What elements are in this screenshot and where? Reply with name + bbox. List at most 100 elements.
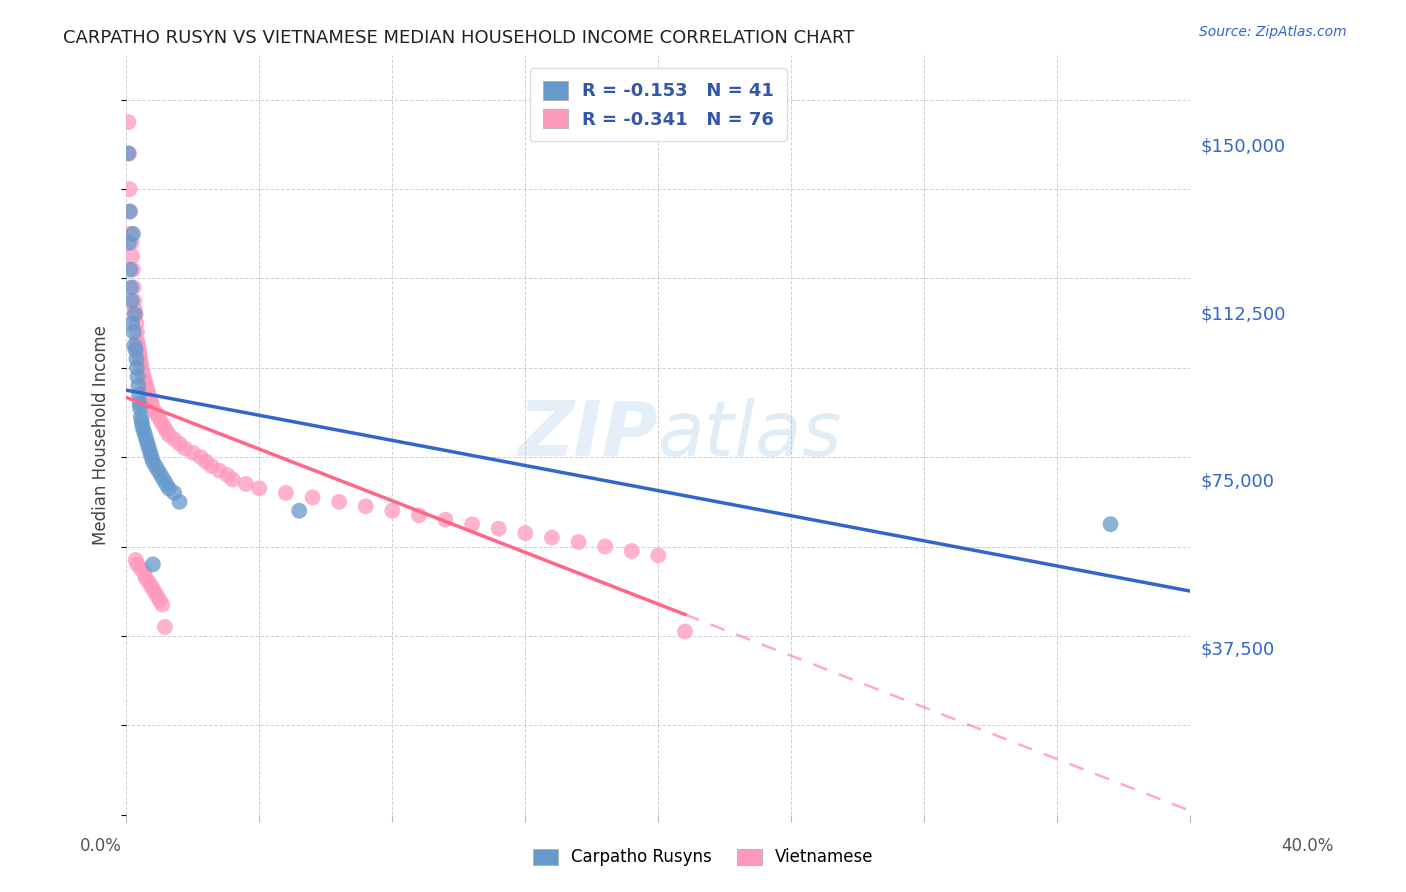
Point <box>354 500 377 514</box>
Point <box>141 450 163 465</box>
Point <box>128 387 150 401</box>
Point <box>129 562 152 576</box>
Point <box>135 433 157 447</box>
Point <box>124 338 146 352</box>
Point <box>288 504 311 518</box>
Point <box>124 293 146 308</box>
Point <box>122 325 145 339</box>
Point <box>127 378 149 392</box>
Point <box>208 464 231 478</box>
Legend: Carpatho Rusyns, Vietnamese: Carpatho Rusyns, Vietnamese <box>526 842 880 873</box>
Point <box>647 549 669 563</box>
Point <box>124 307 146 321</box>
Point <box>200 459 222 474</box>
Point <box>152 418 174 433</box>
Point <box>146 589 169 603</box>
Point <box>153 620 176 634</box>
Text: 0.0%: 0.0% <box>80 837 122 855</box>
Point <box>217 468 239 483</box>
Point <box>169 495 191 509</box>
Point <box>247 482 270 496</box>
Point <box>515 526 537 541</box>
Point <box>127 558 149 572</box>
Point <box>122 262 145 277</box>
Point <box>141 580 163 594</box>
Point <box>150 598 173 612</box>
Point <box>125 351 148 366</box>
Point <box>328 495 350 509</box>
Point <box>122 227 145 241</box>
Text: atlas: atlas <box>658 398 842 472</box>
Point <box>461 517 484 532</box>
Point <box>134 374 156 388</box>
Point <box>163 486 186 500</box>
Point <box>157 427 180 442</box>
Point <box>129 409 152 424</box>
Point <box>593 540 616 554</box>
Point <box>131 360 153 375</box>
Point <box>488 522 510 536</box>
Point <box>135 378 157 392</box>
Point <box>118 146 141 161</box>
Point <box>173 442 195 456</box>
Point <box>120 280 142 294</box>
Point <box>190 450 212 465</box>
Point <box>149 414 172 428</box>
Point <box>145 459 167 474</box>
Point <box>124 343 146 357</box>
Point <box>131 365 153 379</box>
Point <box>139 392 162 406</box>
Point <box>117 146 139 161</box>
Point <box>128 347 150 361</box>
Point <box>141 396 163 410</box>
Point <box>142 558 165 572</box>
Point <box>434 513 457 527</box>
Point <box>195 455 218 469</box>
Point <box>131 418 153 433</box>
Point <box>163 433 186 447</box>
Point <box>128 343 150 357</box>
Point <box>124 553 146 567</box>
Point <box>127 369 149 384</box>
Point <box>148 593 170 607</box>
Point <box>136 383 159 397</box>
Point <box>125 316 148 330</box>
Point <box>134 566 156 581</box>
Y-axis label: Median Household Income: Median Household Income <box>93 325 110 545</box>
Point <box>118 235 141 250</box>
Point <box>301 491 323 505</box>
Point <box>129 401 152 415</box>
Point <box>142 455 165 469</box>
Point <box>121 316 143 330</box>
Legend: R = -0.153   N = 41, R = -0.341   N = 76: R = -0.153 N = 41, R = -0.341 N = 76 <box>530 68 787 141</box>
Text: 40.0%: 40.0% <box>1281 837 1334 855</box>
Point <box>222 473 245 487</box>
Point <box>118 204 141 219</box>
Point <box>274 486 297 500</box>
Point <box>129 356 152 370</box>
Point <box>132 423 155 437</box>
Point <box>149 468 172 483</box>
Point <box>620 544 643 558</box>
Point <box>121 235 143 250</box>
Point <box>145 405 167 419</box>
Point <box>118 182 141 196</box>
Point <box>136 437 159 451</box>
Point <box>148 409 170 424</box>
Point <box>132 369 155 384</box>
Point <box>408 508 430 523</box>
Point <box>120 227 142 241</box>
Text: Source: ZipAtlas.com: Source: ZipAtlas.com <box>1199 25 1347 39</box>
Point <box>1099 517 1122 532</box>
Point <box>124 302 146 317</box>
Point <box>157 482 180 496</box>
Point <box>155 423 177 437</box>
Point <box>169 437 191 451</box>
Point <box>148 464 170 478</box>
Point <box>121 249 143 263</box>
Point <box>121 293 143 308</box>
Point <box>131 414 153 428</box>
Point <box>134 571 156 585</box>
Point <box>124 307 146 321</box>
Point <box>181 446 204 460</box>
